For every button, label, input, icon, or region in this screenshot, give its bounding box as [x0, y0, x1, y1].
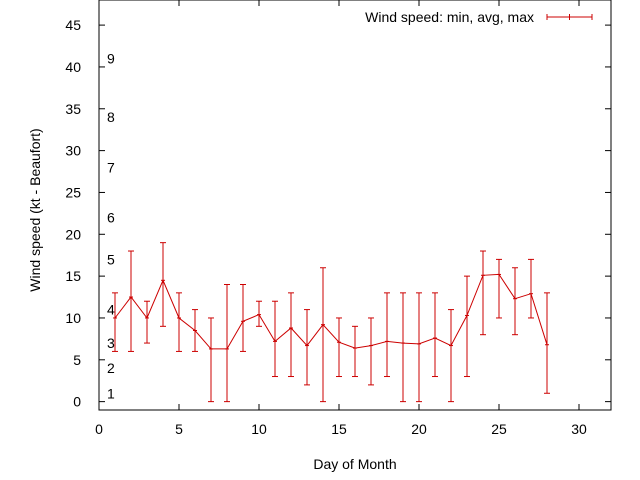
legend: Wind speed: min, avg, max	[365, 9, 593, 25]
y-tick-label: 20	[65, 226, 81, 242]
beaufort-label: 5	[107, 251, 115, 267]
x-tick-label: 20	[411, 421, 427, 437]
axis-ticks	[98, 0, 611, 410]
beaufort-label: 9	[107, 51, 115, 67]
x-tick-label: 25	[491, 421, 507, 437]
legend-swatch	[546, 14, 593, 20]
x-axis-label: Day of Month	[313, 456, 396, 472]
beaufort-label: 1	[107, 385, 115, 401]
y-tick-label: 5	[73, 352, 81, 368]
x-tick-label: 30	[571, 421, 587, 437]
y-tick-label: 40	[65, 59, 81, 75]
beaufort-label: 8	[107, 109, 115, 125]
legend-label: Wind speed: min, avg, max	[365, 9, 534, 25]
y-axis-label: Wind speed (kt - Beaufort)	[27, 128, 43, 291]
x-tick-label: 5	[175, 421, 183, 437]
x-tick-label: 10	[251, 421, 267, 437]
y-tick-label: 10	[65, 310, 81, 326]
beaufort-label: 7	[107, 159, 115, 175]
beaufort-labels: 1 2 3 4 5 6 7 8 9	[107, 51, 115, 402]
y-tick-label: 30	[65, 143, 81, 159]
y-tick-label: 15	[65, 268, 81, 284]
x-tick-label: 0	[95, 421, 103, 437]
avg-line	[114, 273, 548, 350]
plot-frame	[98, 0, 612, 411]
y-tick-label: 45	[65, 17, 81, 33]
y-tick-label: 35	[65, 101, 81, 117]
x-tick-label: 15	[331, 421, 347, 437]
beaufort-label: 2	[107, 360, 115, 376]
beaufort-label: 4	[107, 302, 115, 318]
beaufort-label: 3	[107, 335, 115, 351]
y-tick-label: 25	[65, 184, 81, 200]
series-layer	[112, 242, 550, 403]
y-tick-label: 0	[73, 394, 81, 410]
beaufort-label: 6	[107, 210, 115, 226]
